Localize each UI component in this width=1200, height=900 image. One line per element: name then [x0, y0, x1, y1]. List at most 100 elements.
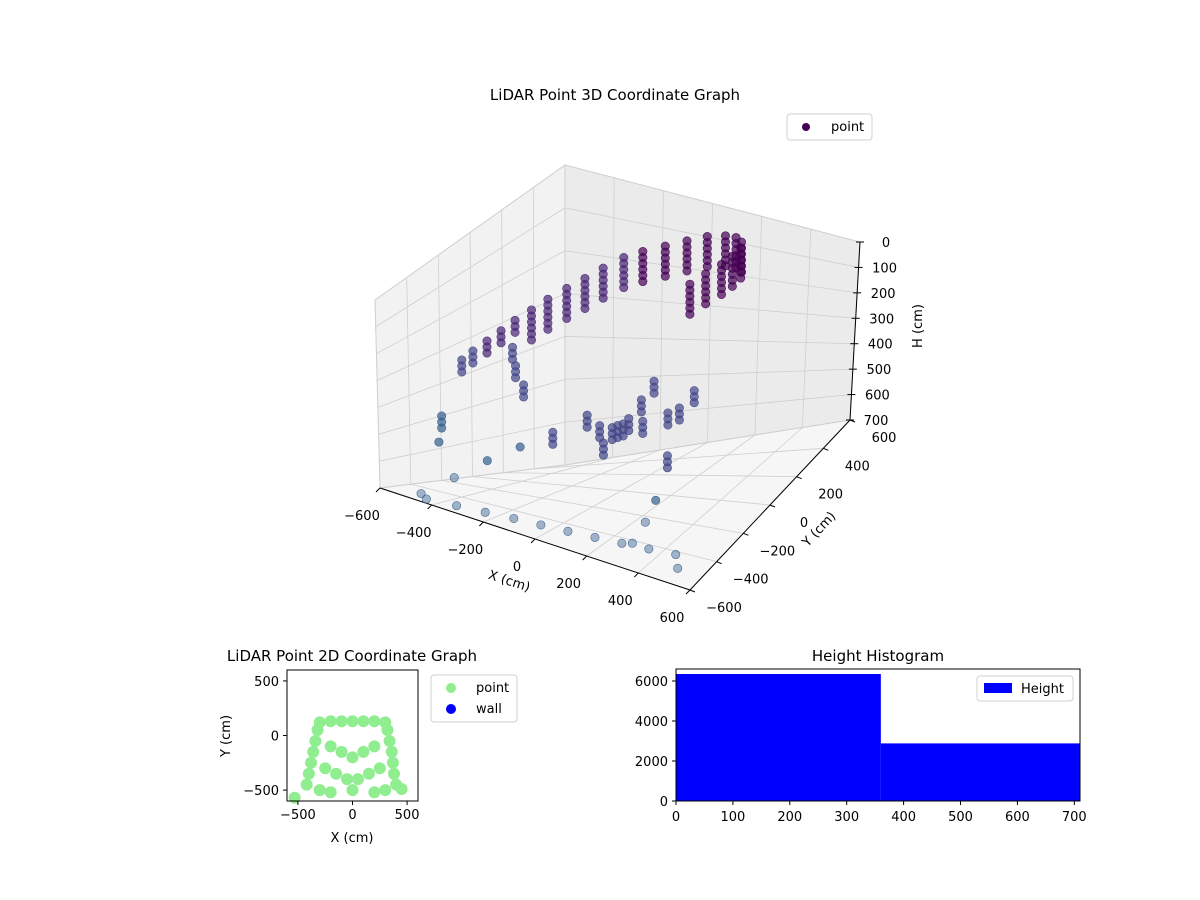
y-tick	[689, 589, 696, 593]
grid-line-y	[503, 472, 797, 478]
data-point-2d	[324, 715, 337, 728]
ticks-2d: −500 0 500 −500 0 500	[243, 675, 419, 823]
z-tick-label: 700	[864, 414, 889, 429]
x-tick-label-histogram: 300	[834, 810, 859, 825]
ticks-histogram: 0 100 200 300 400 500 600 700 0 2000 4000 6000	[635, 675, 1087, 825]
legend-marker-wall-2d	[446, 704, 456, 714]
data-point-3d	[689, 398, 699, 408]
z-axis-line	[849, 241, 861, 421]
data-point-3d	[509, 513, 519, 523]
data-point-3d	[598, 293, 608, 303]
pane-left	[374, 164, 566, 489]
data-point-2d	[362, 767, 375, 780]
x-tick-label-histogram: 400	[891, 810, 916, 825]
y-tick	[769, 504, 776, 508]
grid-line-x-back	[659, 190, 664, 451]
y-tick-label: 600	[872, 431, 897, 446]
data-point-3d	[480, 507, 490, 517]
data-point-2d	[324, 740, 337, 753]
histogram-bars	[676, 674, 1080, 801]
data-point-3d	[638, 428, 648, 438]
data-point-2d	[351, 773, 364, 786]
data-point-3d	[685, 309, 695, 319]
data-point-3d	[543, 324, 553, 334]
data-point-3d	[636, 407, 646, 417]
legend-label-point-2d: point	[476, 681, 509, 696]
x-axis-label: X (cm)	[486, 568, 532, 596]
point-cloud-3d	[416, 231, 746, 573]
data-point-3d	[638, 277, 648, 287]
legend-3d[interactable]: point	[786, 113, 873, 141]
grid-line-z	[379, 394, 852, 462]
y-tick-label: 0	[800, 516, 808, 531]
data-point-3d	[617, 538, 627, 548]
grid-line-y	[410, 483, 717, 563]
data-point-3d	[434, 437, 444, 447]
z-axis-label: H (cm)	[911, 304, 926, 348]
x-tick-label: −400	[396, 526, 432, 541]
legend-box	[786, 113, 873, 141]
chart-3d-title: LiDAR Point 3D Coordinate Graph	[490, 86, 740, 104]
y-tick-label: −400	[733, 573, 769, 588]
legend-marker-point	[802, 123, 810, 131]
data-point-3d	[562, 313, 572, 323]
data-point-2d	[385, 745, 398, 758]
plot-frame-histogram	[675, 668, 1081, 802]
z-tick-label: 0	[882, 236, 890, 251]
data-point-3d	[515, 442, 525, 452]
data-point-3d	[563, 526, 573, 536]
x-tick-label-2d: 500	[395, 808, 420, 823]
y-axis-label-2d: Y (cm)	[219, 715, 234, 758]
legend-marker-point-2d	[446, 683, 456, 693]
data-point-2d	[373, 762, 386, 775]
data-point-3d	[510, 327, 520, 337]
data-point-2d	[330, 767, 343, 780]
grid-line-z	[376, 250, 858, 355]
x-tick-label-histogram: 0	[672, 810, 680, 825]
z-tick-label: 100	[872, 261, 897, 276]
y-tick-label-histogram: 6000	[635, 675, 668, 690]
legend-label-wall-2d: wall	[476, 702, 502, 717]
grid-line-y	[441, 479, 744, 534]
points-2d	[288, 715, 408, 804]
legend-label-point: point	[831, 120, 864, 135]
data-point-3d	[682, 266, 692, 276]
grid-line-x-back	[612, 177, 615, 458]
data-point-3d	[449, 473, 459, 483]
data-point-3d	[640, 517, 650, 527]
y-tick-label-histogram: 4000	[635, 715, 668, 730]
x-tick-label-2d: −500	[280, 808, 316, 823]
grid-line-x-back	[802, 229, 812, 428]
data-point-3d	[671, 550, 681, 560]
x-tick	[427, 504, 433, 510]
chart-2d-title: LiDAR Point 2D Coordinate Graph	[227, 647, 477, 665]
legend-histogram[interactable]: Height	[976, 675, 1074, 702]
data-point-2d	[368, 715, 381, 728]
data-point-3d	[619, 283, 629, 293]
grid-line-y-side	[406, 277, 412, 485]
y-tick-label: −200	[759, 544, 795, 559]
data-point-2d	[381, 724, 394, 737]
y-tick-label-2d: 0	[271, 730, 279, 745]
x-tick	[478, 521, 484, 527]
data-point-3d	[590, 532, 600, 542]
histogram-title: Height Histogram	[812, 647, 944, 665]
x-tick	[582, 555, 588, 561]
grid-line-y	[534, 447, 824, 470]
z-tick-label: 600	[865, 389, 890, 404]
legend-box-histogram	[976, 675, 1074, 702]
legend-2d[interactable]: point wall	[430, 674, 518, 723]
data-point-2d	[305, 756, 318, 769]
x-tick-label-histogram: 200	[777, 810, 802, 825]
data-point-3d	[482, 456, 492, 466]
z-tick-label: 200	[871, 287, 896, 302]
histogram-bar	[676, 674, 881, 801]
y-tick-label-2d: 500	[254, 675, 279, 690]
z-tick-label: 400	[868, 338, 893, 353]
data-point-2d	[386, 756, 399, 769]
data-point-3d	[663, 420, 673, 430]
grid-3d	[374, 164, 861, 591]
data-point-2d	[319, 762, 332, 775]
data-point-3d	[482, 348, 492, 358]
